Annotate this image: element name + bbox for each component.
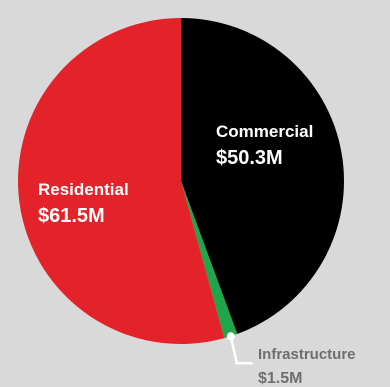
label-infrastructure-value: $1.5M [258,370,302,387]
leader-line-path [229,335,253,365]
label-residential-value: $61.5M [38,205,105,227]
pie-slice-residential [17,18,225,344]
label-residential-name: Residential [38,180,129,199]
pie-slice-infrastructure [181,181,238,339]
label-infrastructure-name: Infrastructure [258,346,356,363]
pie-slices [17,18,344,344]
pie-slice-commercial [181,18,344,334]
leader-line [226,332,253,365]
label-commercial-value: $50.3M [216,147,283,169]
label-commercial-name: Commercial [216,122,313,141]
